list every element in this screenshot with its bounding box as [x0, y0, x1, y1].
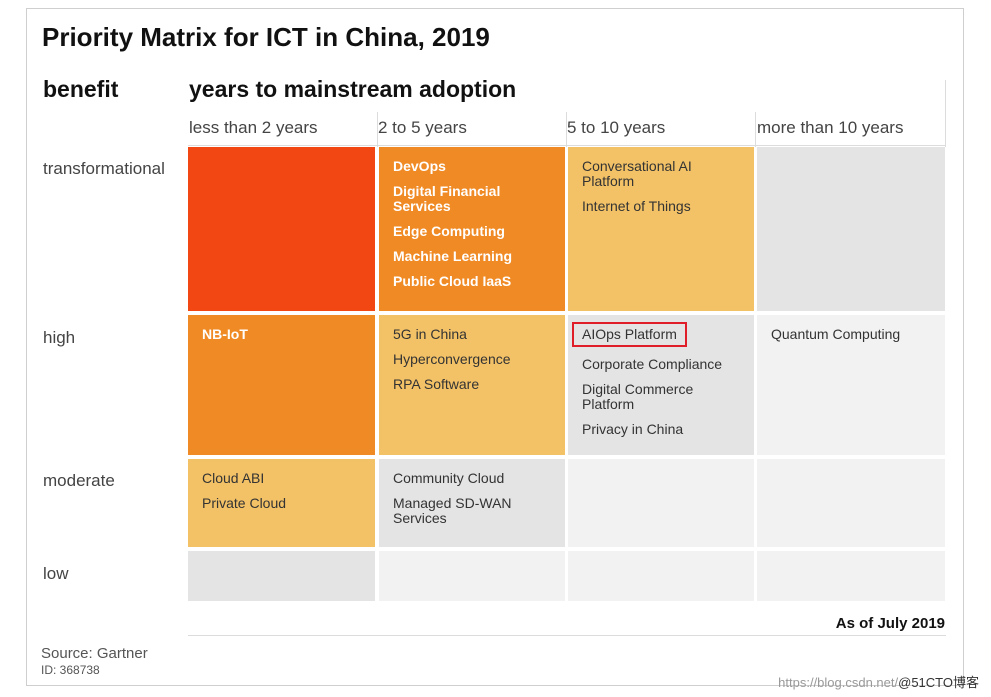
- column-header-more-than-10: more than 10 years: [757, 118, 904, 137]
- tech-private-cloud: Private Cloud: [202, 495, 287, 511]
- tech-machine-learning: Machine Learning: [393, 248, 513, 264]
- grid-divider: [188, 635, 946, 636]
- cell-moderate-gt10: [757, 459, 945, 547]
- row-header-moderate: moderate: [43, 471, 115, 490]
- tech-privacy-in-china: Privacy in China: [582, 421, 684, 437]
- cell-low-5to10: [568, 551, 754, 601]
- cell-low-gt10: [757, 551, 945, 601]
- cell-transformational-lt2: [188, 147, 375, 311]
- tech-aiops-platform-highlighted: AIOps Platform: [572, 322, 687, 347]
- grid-divider: [377, 112, 378, 147]
- tech-hyperconvergence: Hyperconvergence: [393, 351, 511, 367]
- cell-high-2to5: 5G in China Hyperconvergence RPA Softwar…: [379, 315, 565, 455]
- column-header-less-than-2: less than 2 years: [189, 118, 318, 137]
- column-header-5-to-10: 5 to 10 years: [567, 118, 666, 137]
- cell-moderate-lt2: Cloud ABI Private Cloud: [188, 459, 375, 547]
- tech-devops: DevOps: [393, 158, 446, 174]
- watermark-brand: @51CTO博客: [898, 675, 979, 690]
- row-header-low: low: [43, 564, 69, 583]
- cell-low-2to5: [379, 551, 565, 601]
- cell-high-5to10: AIOps Platform Corporate Compliance Digi…: [568, 315, 754, 455]
- column-header-2-to-5: 2 to 5 years: [378, 118, 467, 137]
- tech-public-cloud-iaas: Public Cloud IaaS: [393, 273, 512, 289]
- benefit-axis-label: benefit: [43, 76, 119, 102]
- tech-managed-sd-wan-services: Managed SD-WAN Services: [393, 495, 512, 526]
- cell-moderate-2to5: Community Cloud Managed SD-WAN Services: [379, 459, 565, 547]
- tech-rpa-software: RPA Software: [393, 376, 480, 392]
- grid-divider: [188, 145, 946, 146]
- tech-quantum-computing: Quantum Computing: [771, 326, 901, 342]
- cell-low-lt2: [188, 551, 375, 601]
- document-id: ID: 368738: [41, 663, 100, 677]
- tech-nb-iot: NB-IoT: [202, 326, 248, 342]
- tech-edge-computing: Edge Computing: [393, 223, 505, 239]
- cell-transformational-5to10: Conversational AI Platform Internet of T…: [568, 147, 754, 311]
- tech-corporate-compliance: Corporate Compliance: [582, 356, 723, 372]
- watermark: https://blog.csdn.net/@51CTO博客: [778, 672, 979, 691]
- cell-high-gt10: Quantum Computing: [757, 315, 945, 455]
- as-of-date: As of July 2019: [835, 615, 945, 632]
- tech-internet-of-things: Internet of Things: [582, 198, 691, 214]
- matrix-title: Priority Matrix for ICT in China, 2019: [42, 22, 490, 52]
- grid-divider: [755, 112, 756, 147]
- tech-cloud-abi: Cloud ABI: [202, 470, 265, 486]
- row-header-high: high: [43, 328, 76, 347]
- tech-5g-in-china: 5G in China: [393, 326, 467, 342]
- source-label: Source: Gartner: [41, 645, 148, 662]
- tech-digital-financial-services: Digital Financial Services: [393, 183, 501, 214]
- figure-frame: [26, 8, 964, 686]
- grid-divider: [566, 112, 567, 147]
- cell-transformational-2to5: DevOps Digital Financial Services Edge C…: [379, 147, 565, 311]
- row-header-transformational: transformational: [43, 159, 165, 178]
- cell-transformational-gt10: [757, 147, 945, 311]
- cell-moderate-5to10: [568, 459, 754, 547]
- adoption-axis-label: years to mainstream adoption: [189, 76, 517, 102]
- tech-conversational-ai-platform: Conversational AI Platform: [582, 158, 692, 189]
- watermark-url: https://blog.csdn.net/: [778, 675, 899, 690]
- grid-divider: [945, 80, 946, 147]
- tech-digital-commerce-platform: Digital Commerce Platform: [582, 381, 694, 412]
- tech-community-cloud: Community Cloud: [393, 470, 505, 486]
- cell-high-lt2: NB-IoT: [188, 315, 375, 455]
